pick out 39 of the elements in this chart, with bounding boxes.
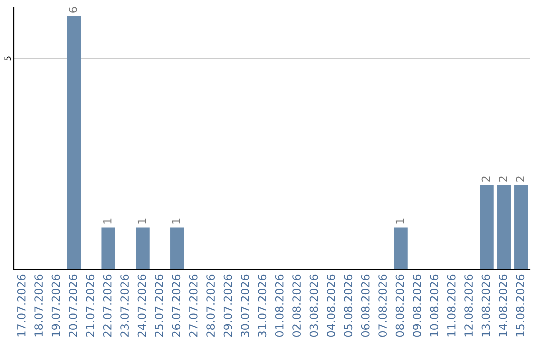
x-tick-label: 10.08.2026 — [430, 274, 439, 337]
data-label: 2 — [516, 176, 524, 182]
x-tick-label: 08.08.2026 — [396, 274, 404, 338]
x-tick-label: 24.07.2026 — [138, 274, 146, 337]
x-tick-label: 07.08.2026 — [378, 274, 388, 338]
x-tick-label: 11.08.2026 — [447, 274, 456, 337]
data-label: 2 — [499, 176, 508, 182]
x-tick-label: 21.07.2026 — [86, 274, 95, 337]
x-tick-label: 22.07.2026 — [103, 274, 112, 337]
x-tick-label: 01.08.2026 — [275, 274, 284, 338]
data-label: 1 — [172, 218, 180, 224]
data-label: 1 — [138, 218, 146, 224]
data-label: 1 — [104, 218, 112, 224]
x-tick-label: 17.07.2026 — [17, 274, 26, 337]
data-label: 6 — [69, 7, 78, 13]
x-tick-label: 06.08.2026 — [361, 274, 370, 338]
x-tick-label: 20.07.2026 — [69, 274, 78, 337]
x-tick-label: 26.07.2026 — [172, 274, 181, 337]
x-tick-label: 15.08.2026 — [516, 274, 525, 337]
x-tick-label: 19.07.2026 — [52, 274, 60, 337]
x-tick-label: 02.08.2026 — [292, 274, 302, 338]
y-tick-label: 5 — [4, 56, 11, 61]
x-tick-label: 12.08.2026 — [464, 274, 474, 337]
x-tick-label: 03.08.2026 — [310, 274, 318, 338]
data-label: 1 — [396, 218, 404, 224]
x-tick-label: 30.07.2026 — [241, 274, 250, 337]
x-tick-label: 14.08.2026 — [499, 274, 508, 337]
x-tick-label: 09.08.2026 — [413, 274, 422, 338]
x-tick-label: 28.07.2026 — [206, 274, 216, 337]
x-tick-label: 31.07.2026 — [258, 274, 267, 337]
x-tick-label: 13.08.2026 — [482, 274, 490, 337]
x-tick-label: 29.07.2026 — [224, 274, 232, 337]
x-tick-label: 05.08.2026 — [344, 274, 353, 338]
x-tick-label: 23.07.2026 — [120, 274, 130, 337]
x-tick-label: 27.07.2026 — [189, 274, 198, 337]
x-tick-label: 04.08.2026 — [327, 274, 336, 338]
x-tick-label: 18.07.2026 — [34, 274, 44, 337]
data-label: 2 — [482, 176, 490, 182]
x-tick-label: 25.07.2026 — [155, 274, 164, 337]
